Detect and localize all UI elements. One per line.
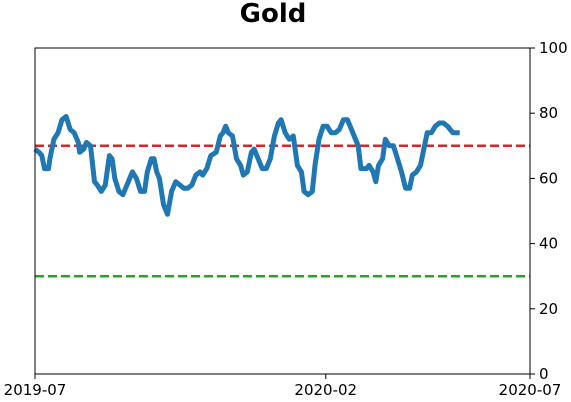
chart-title: Gold [240, 0, 307, 29]
x-tick-label: 2019-07 [4, 381, 67, 399]
x-tick-label: 2020-02 [294, 381, 357, 399]
y-tick-label: 0 [539, 365, 549, 383]
series-line [33, 114, 460, 217]
y-tick-label: 80 [539, 104, 558, 122]
y-tick-label: 20 [539, 300, 558, 318]
plot-frame [34, 47, 531, 375]
y-tick-label: 100 [539, 39, 568, 57]
y-axis: 0 20 40 60 80 100 [530, 39, 568, 383]
series-layer [33, 114, 460, 217]
y-tick-label: 60 [539, 169, 558, 187]
x-tick-label: 2020-07 [499, 381, 562, 399]
x-axis: 2019-07 2020-02 2020-07 [4, 374, 562, 399]
y-tick-label: 40 [539, 235, 558, 253]
reference-lines [35, 144, 530, 278]
